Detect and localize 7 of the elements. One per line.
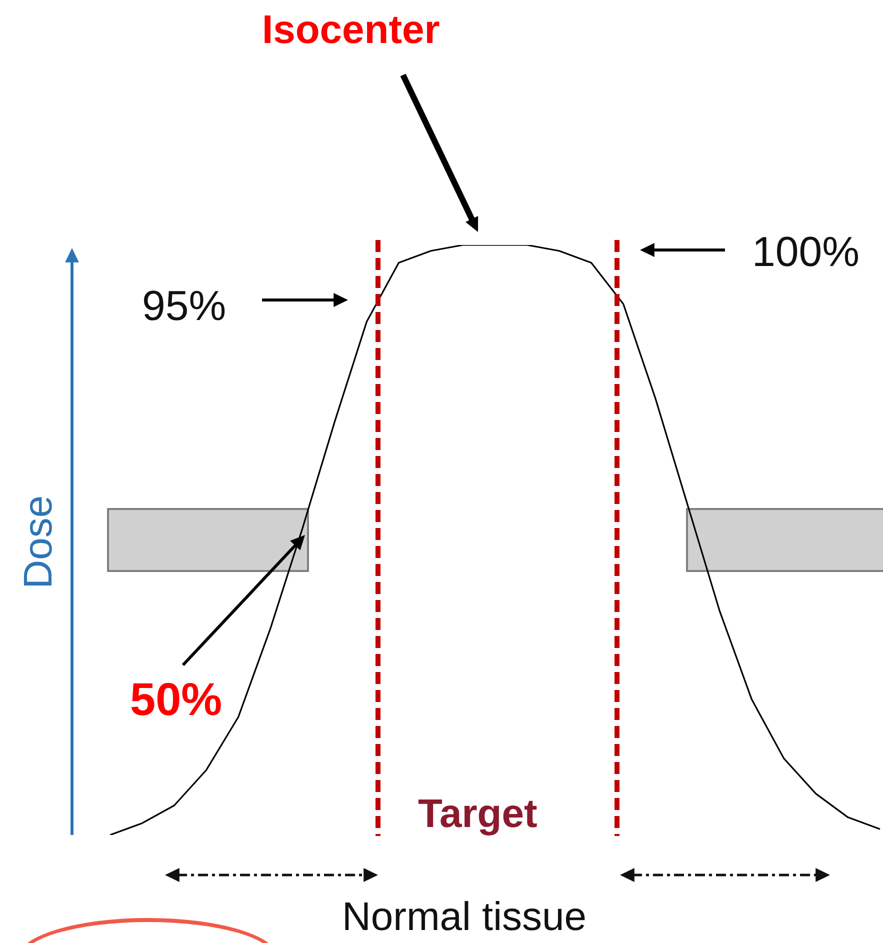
y-axis-title: Dose [16,494,62,591]
annotation: 95% [142,282,226,330]
annotation: Target [418,792,538,837]
annotation: 50% [130,672,222,726]
text: Normal tissue [342,895,587,940]
annotation: 100% [752,228,860,276]
text: Isocenter [262,8,440,53]
